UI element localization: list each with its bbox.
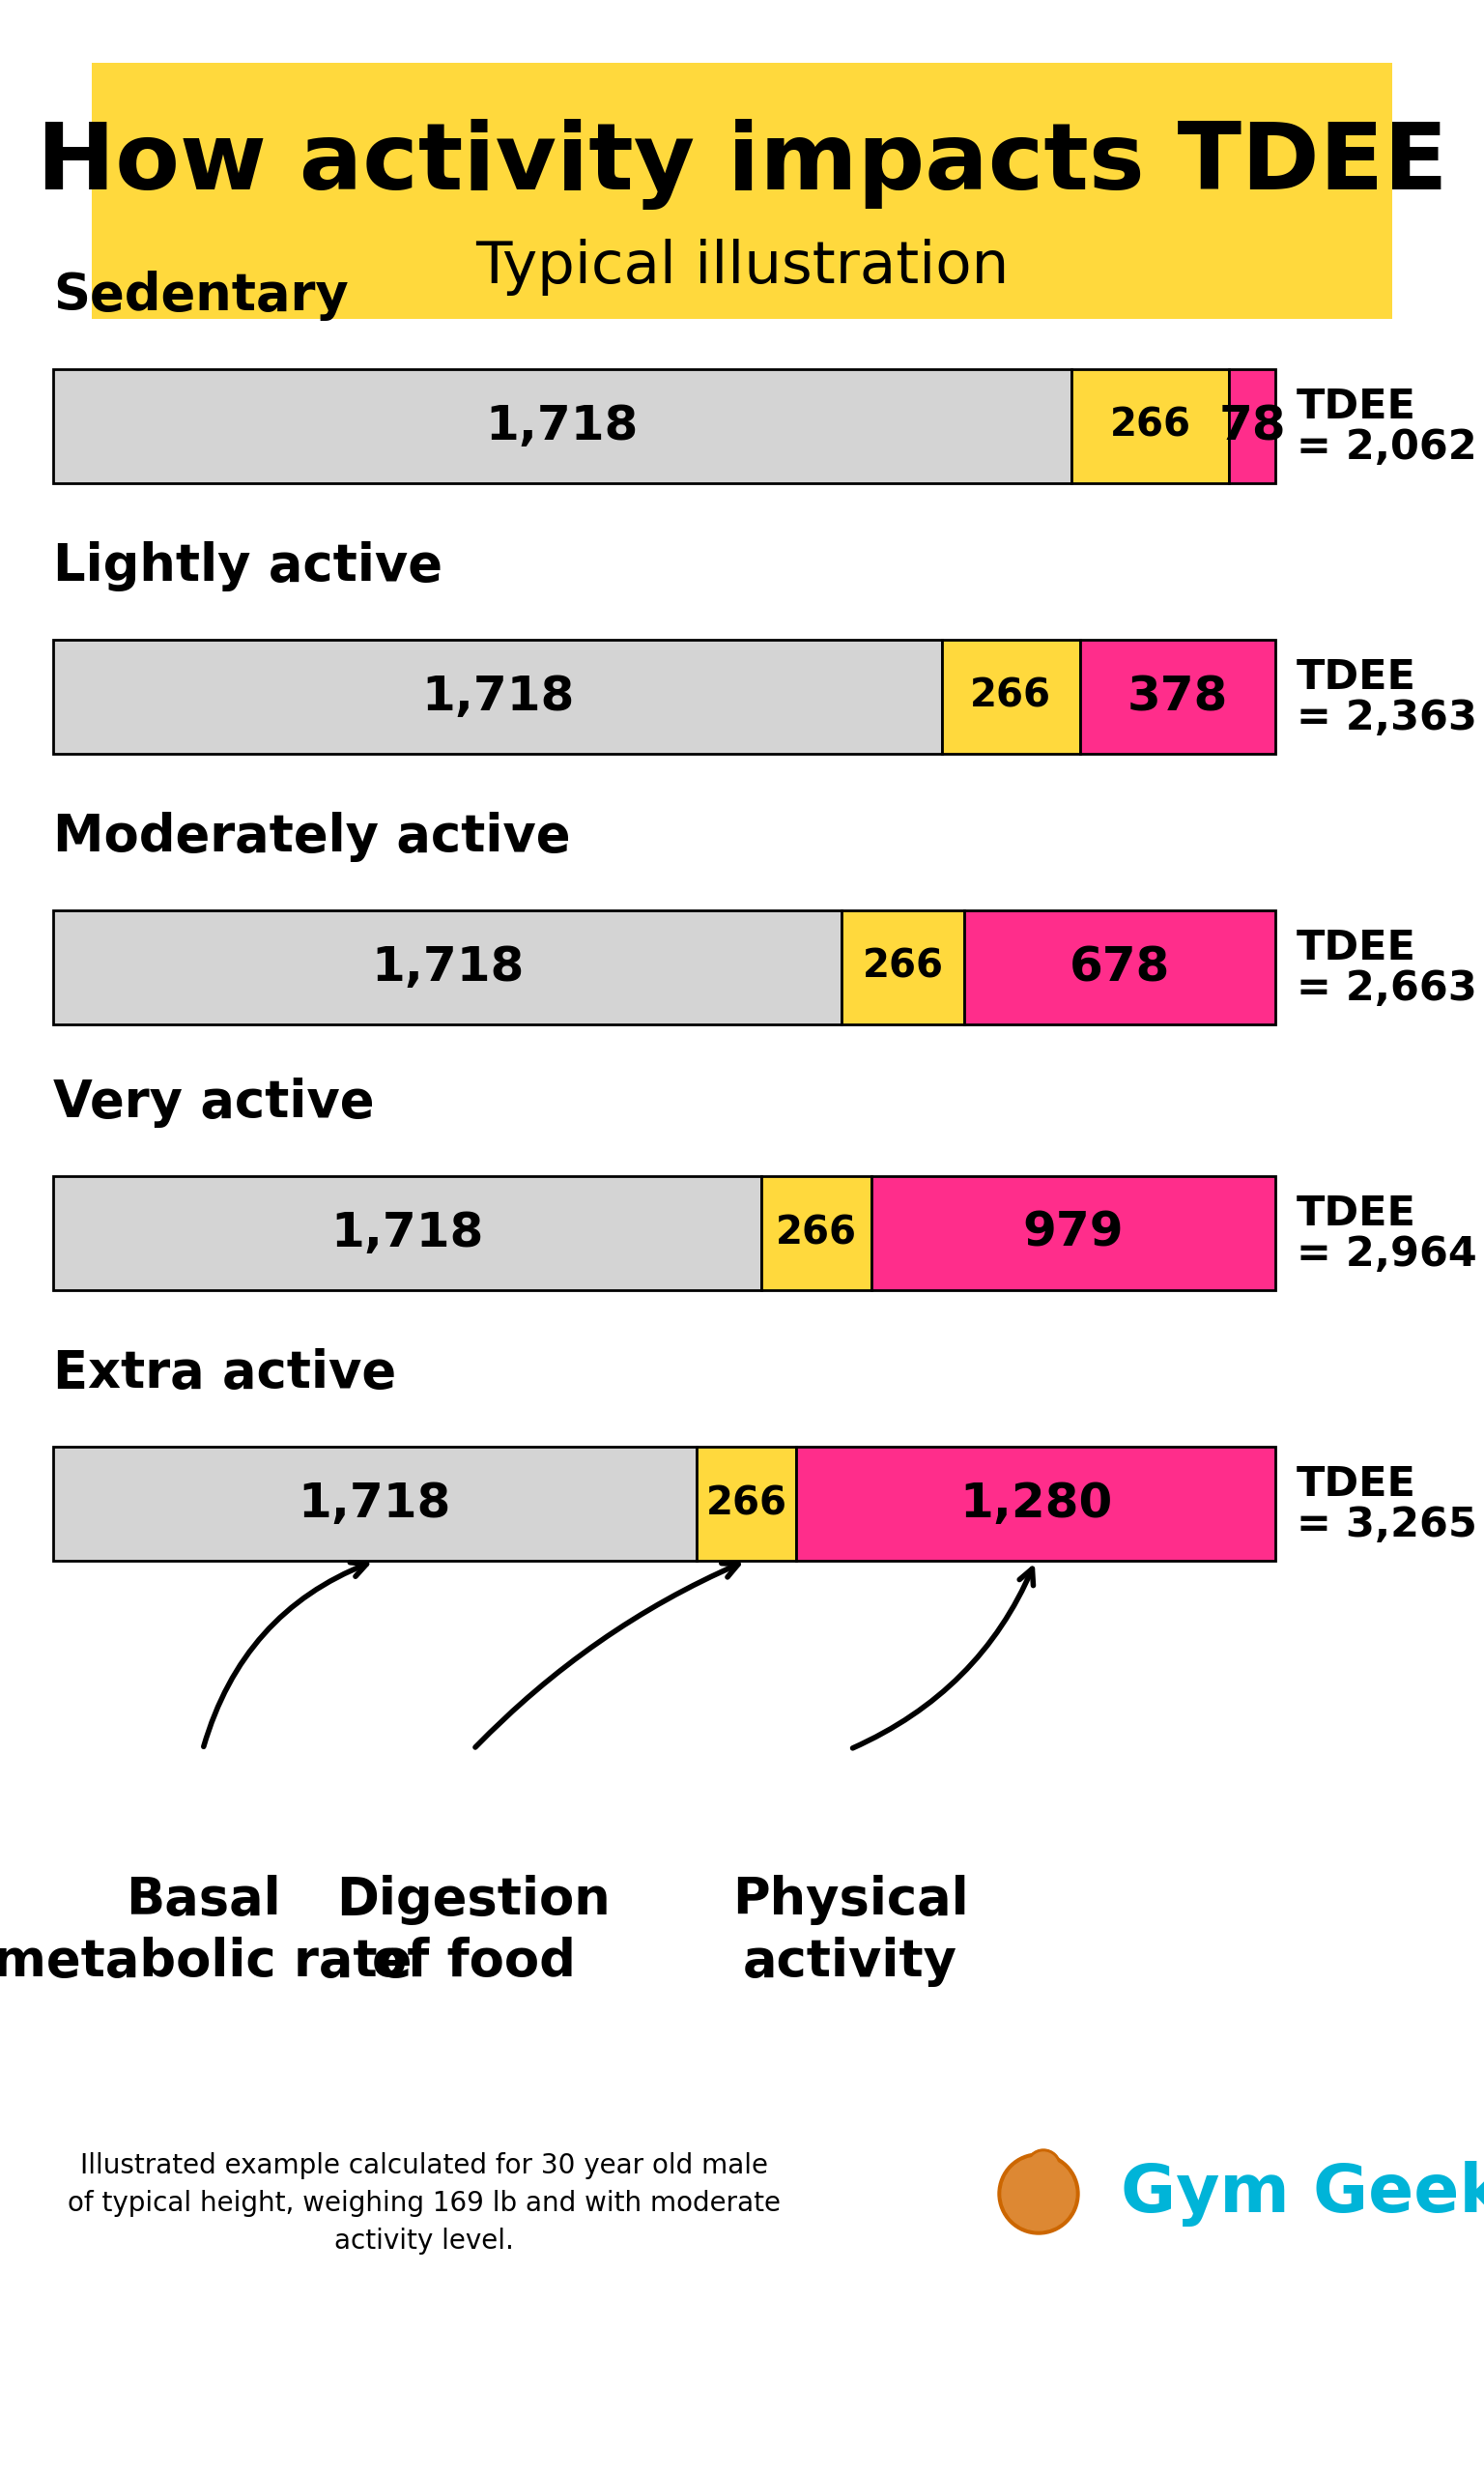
Text: Typical illustration: Typical illustration — [475, 240, 1009, 297]
Text: TDEE: TDEE — [1297, 928, 1416, 967]
Text: 378: 378 — [1126, 673, 1227, 720]
Text: 266: 266 — [971, 678, 1052, 715]
Text: = 2,062: = 2,062 — [1297, 428, 1477, 468]
Text: Moderately active: Moderately active — [53, 811, 570, 861]
Bar — [53, 910, 841, 1024]
Text: TDEE: TDEE — [1297, 1465, 1416, 1504]
Text: Extra active: Extra active — [53, 1348, 396, 1398]
Circle shape — [1028, 2152, 1058, 2182]
Text: Digestion
of food: Digestion of food — [337, 1875, 610, 1987]
Text: Lightly active: Lightly active — [53, 542, 442, 591]
Bar — [53, 369, 1071, 482]
Bar — [92, 62, 1392, 319]
Bar — [1229, 369, 1275, 482]
Bar — [53, 641, 942, 755]
Text: 1,280: 1,280 — [959, 1479, 1112, 1526]
Text: Gym Geek: Gym Geek — [1120, 2160, 1484, 2227]
Text: TDEE: TDEE — [1297, 386, 1416, 428]
Bar — [53, 1447, 696, 1561]
Text: 678: 678 — [1070, 945, 1169, 990]
Text: 1,718: 1,718 — [485, 403, 638, 450]
Text: Physical
activity: Physical activity — [732, 1875, 969, 1987]
Bar — [841, 910, 965, 1024]
Text: 1,718: 1,718 — [371, 945, 524, 990]
Text: 266: 266 — [706, 1484, 787, 1524]
Bar — [871, 1175, 1275, 1289]
Text: Basal
metabolic rate: Basal metabolic rate — [0, 1875, 413, 1987]
Text: = 2,964: = 2,964 — [1297, 1235, 1477, 1274]
Circle shape — [999, 2152, 1079, 2234]
Text: 266: 266 — [1110, 406, 1190, 445]
Bar — [1080, 641, 1275, 755]
Text: 266: 266 — [776, 1215, 858, 1252]
Text: 266: 266 — [862, 948, 944, 987]
Circle shape — [1002, 2157, 1076, 2232]
Text: 78: 78 — [1218, 403, 1285, 450]
Text: How activity impacts TDEE: How activity impacts TDEE — [37, 119, 1447, 210]
Bar — [53, 1175, 761, 1289]
Bar — [965, 910, 1275, 1024]
Text: = 2,663: = 2,663 — [1297, 967, 1477, 1009]
Text: TDEE: TDEE — [1297, 658, 1416, 698]
Text: = 2,363: = 2,363 — [1297, 698, 1477, 737]
Text: Sedentary: Sedentary — [53, 270, 349, 322]
Text: TDEE: TDEE — [1297, 1192, 1416, 1235]
Text: 1,718: 1,718 — [331, 1210, 484, 1257]
Bar — [942, 641, 1080, 755]
Text: Illustrated example calculated for 30 year old male
of typical height, weighing : Illustrated example calculated for 30 ye… — [68, 2152, 781, 2254]
Text: 1,718: 1,718 — [421, 673, 574, 720]
Text: 1,718: 1,718 — [298, 1479, 451, 1526]
Text: = 3,265: = 3,265 — [1297, 1504, 1477, 1546]
Text: Very active: Very active — [53, 1079, 374, 1128]
Text: 979: 979 — [1022, 1210, 1123, 1257]
Bar — [761, 1175, 871, 1289]
Circle shape — [1025, 2150, 1061, 2185]
Bar — [696, 1447, 795, 1561]
Bar — [795, 1447, 1275, 1561]
Bar — [1071, 369, 1229, 482]
